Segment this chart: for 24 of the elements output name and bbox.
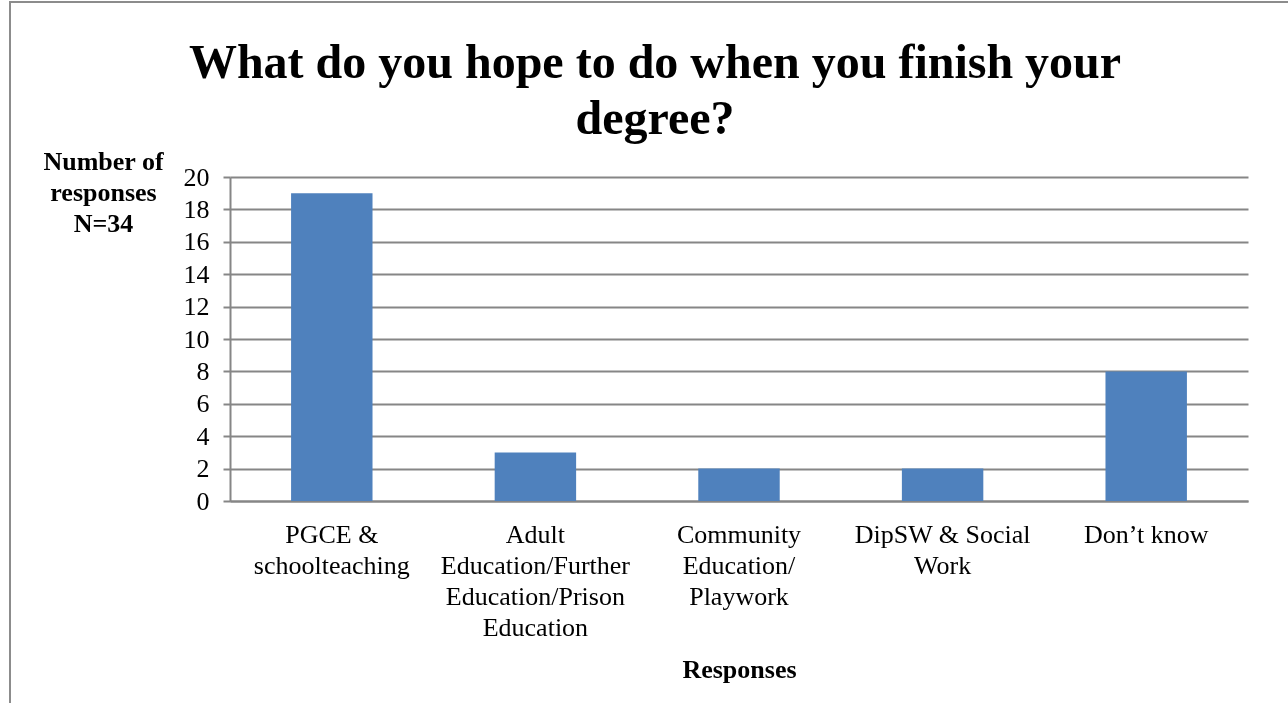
- bar: [901, 468, 984, 501]
- x-tick-label: Don’t know: [1083, 519, 1209, 549]
- bar: [1105, 371, 1187, 501]
- y-tick-label: 12: [183, 292, 210, 322]
- x-tick-label: DipSW & Social Work: [854, 519, 1031, 580]
- y-tick-label: 8: [196, 356, 210, 386]
- y-tick-label: 4: [196, 421, 210, 451]
- y-tick-label: 18: [183, 194, 210, 224]
- y-tick-label: 0: [196, 486, 210, 516]
- y-tick-label: 10: [183, 324, 210, 354]
- y-tick-label: 14: [183, 259, 210, 289]
- x-tick-label: Adult Education/Further Education/Prison Education: [440, 519, 631, 642]
- y-tick-label: 20: [183, 162, 210, 192]
- bar: [291, 193, 373, 501]
- x-tick-label: PGCE & schoolteaching: [253, 519, 410, 580]
- y-tick-label: 2: [196, 454, 210, 484]
- x-tick-label: Community Education/ Playwork: [676, 519, 802, 611]
- x-axis-title: Responses: [682, 654, 797, 684]
- chart-title: What do you hope to do when you finish your degree?: [188, 35, 1122, 144]
- y-tick-label: 6: [196, 389, 210, 419]
- bar: [494, 452, 577, 501]
- y-tick-label: 16: [183, 227, 210, 257]
- bar: [698, 468, 780, 501]
- y-axis-title: Number of responses N=34: [43, 146, 164, 238]
